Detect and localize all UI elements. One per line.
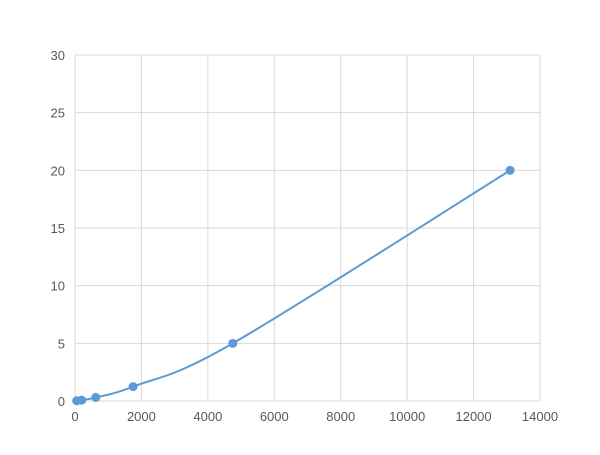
data-point xyxy=(77,395,87,405)
y-tick-label: 30 xyxy=(51,48,65,63)
y-tick-label: 15 xyxy=(51,221,65,236)
x-tick-label: 14000 xyxy=(522,409,558,424)
y-tick-label: 20 xyxy=(51,163,65,178)
y-tick-label: 10 xyxy=(51,279,65,294)
y-tick-label: 5 xyxy=(58,336,65,351)
data-point xyxy=(128,382,138,392)
data-point xyxy=(91,392,101,402)
x-tick-label: 6000 xyxy=(260,409,289,424)
x-tick-label: 8000 xyxy=(326,409,355,424)
data-point xyxy=(228,338,238,348)
x-tick-label: 10000 xyxy=(389,409,425,424)
y-tick-label: 0 xyxy=(58,394,65,409)
x-tick-label: 2000 xyxy=(127,409,156,424)
x-tick-label: 0 xyxy=(71,409,78,424)
x-tick-label: 12000 xyxy=(455,409,491,424)
y-tick-label: 25 xyxy=(51,106,65,121)
x-tick-label: 4000 xyxy=(193,409,222,424)
data-point xyxy=(505,165,515,175)
